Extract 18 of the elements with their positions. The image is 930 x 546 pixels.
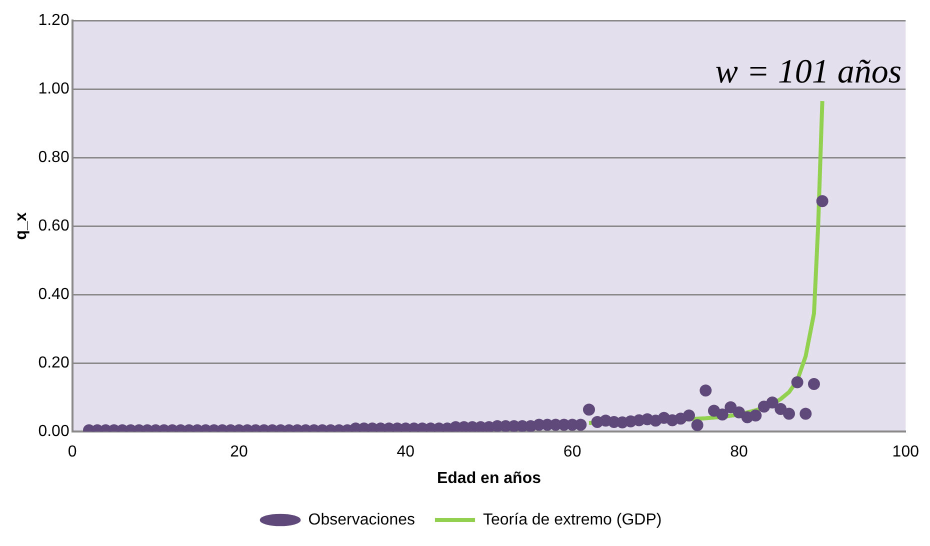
- legend-label: Teoría de extremo (GDP): [482, 511, 662, 528]
- y-axis-title: q_x: [13, 212, 30, 240]
- y-tick-label: 0.60: [38, 218, 70, 235]
- annotation: w = 101 años: [715, 54, 902, 91]
- y-tick-label: 0.00: [38, 423, 70, 440]
- x-tick-label: 60: [563, 444, 582, 461]
- x-tick-label: 100: [892, 444, 920, 461]
- x-tick-label: 40: [396, 444, 415, 461]
- y-tick-label: 0.80: [38, 149, 70, 166]
- x-tick-label: 80: [730, 444, 748, 461]
- y-tick-label: 1.00: [38, 80, 70, 98]
- y-tick-label: 0.20: [38, 354, 70, 372]
- y-tick-label: 1.20: [38, 12, 70, 30]
- y-tick-label: 0.40: [38, 286, 70, 304]
- x-tick-label: 20: [230, 444, 248, 461]
- legend-label: Observaciones: [308, 511, 415, 528]
- x-tick-label: 0: [68, 444, 77, 461]
- x-axis-title: Edad en años: [436, 470, 542, 487]
